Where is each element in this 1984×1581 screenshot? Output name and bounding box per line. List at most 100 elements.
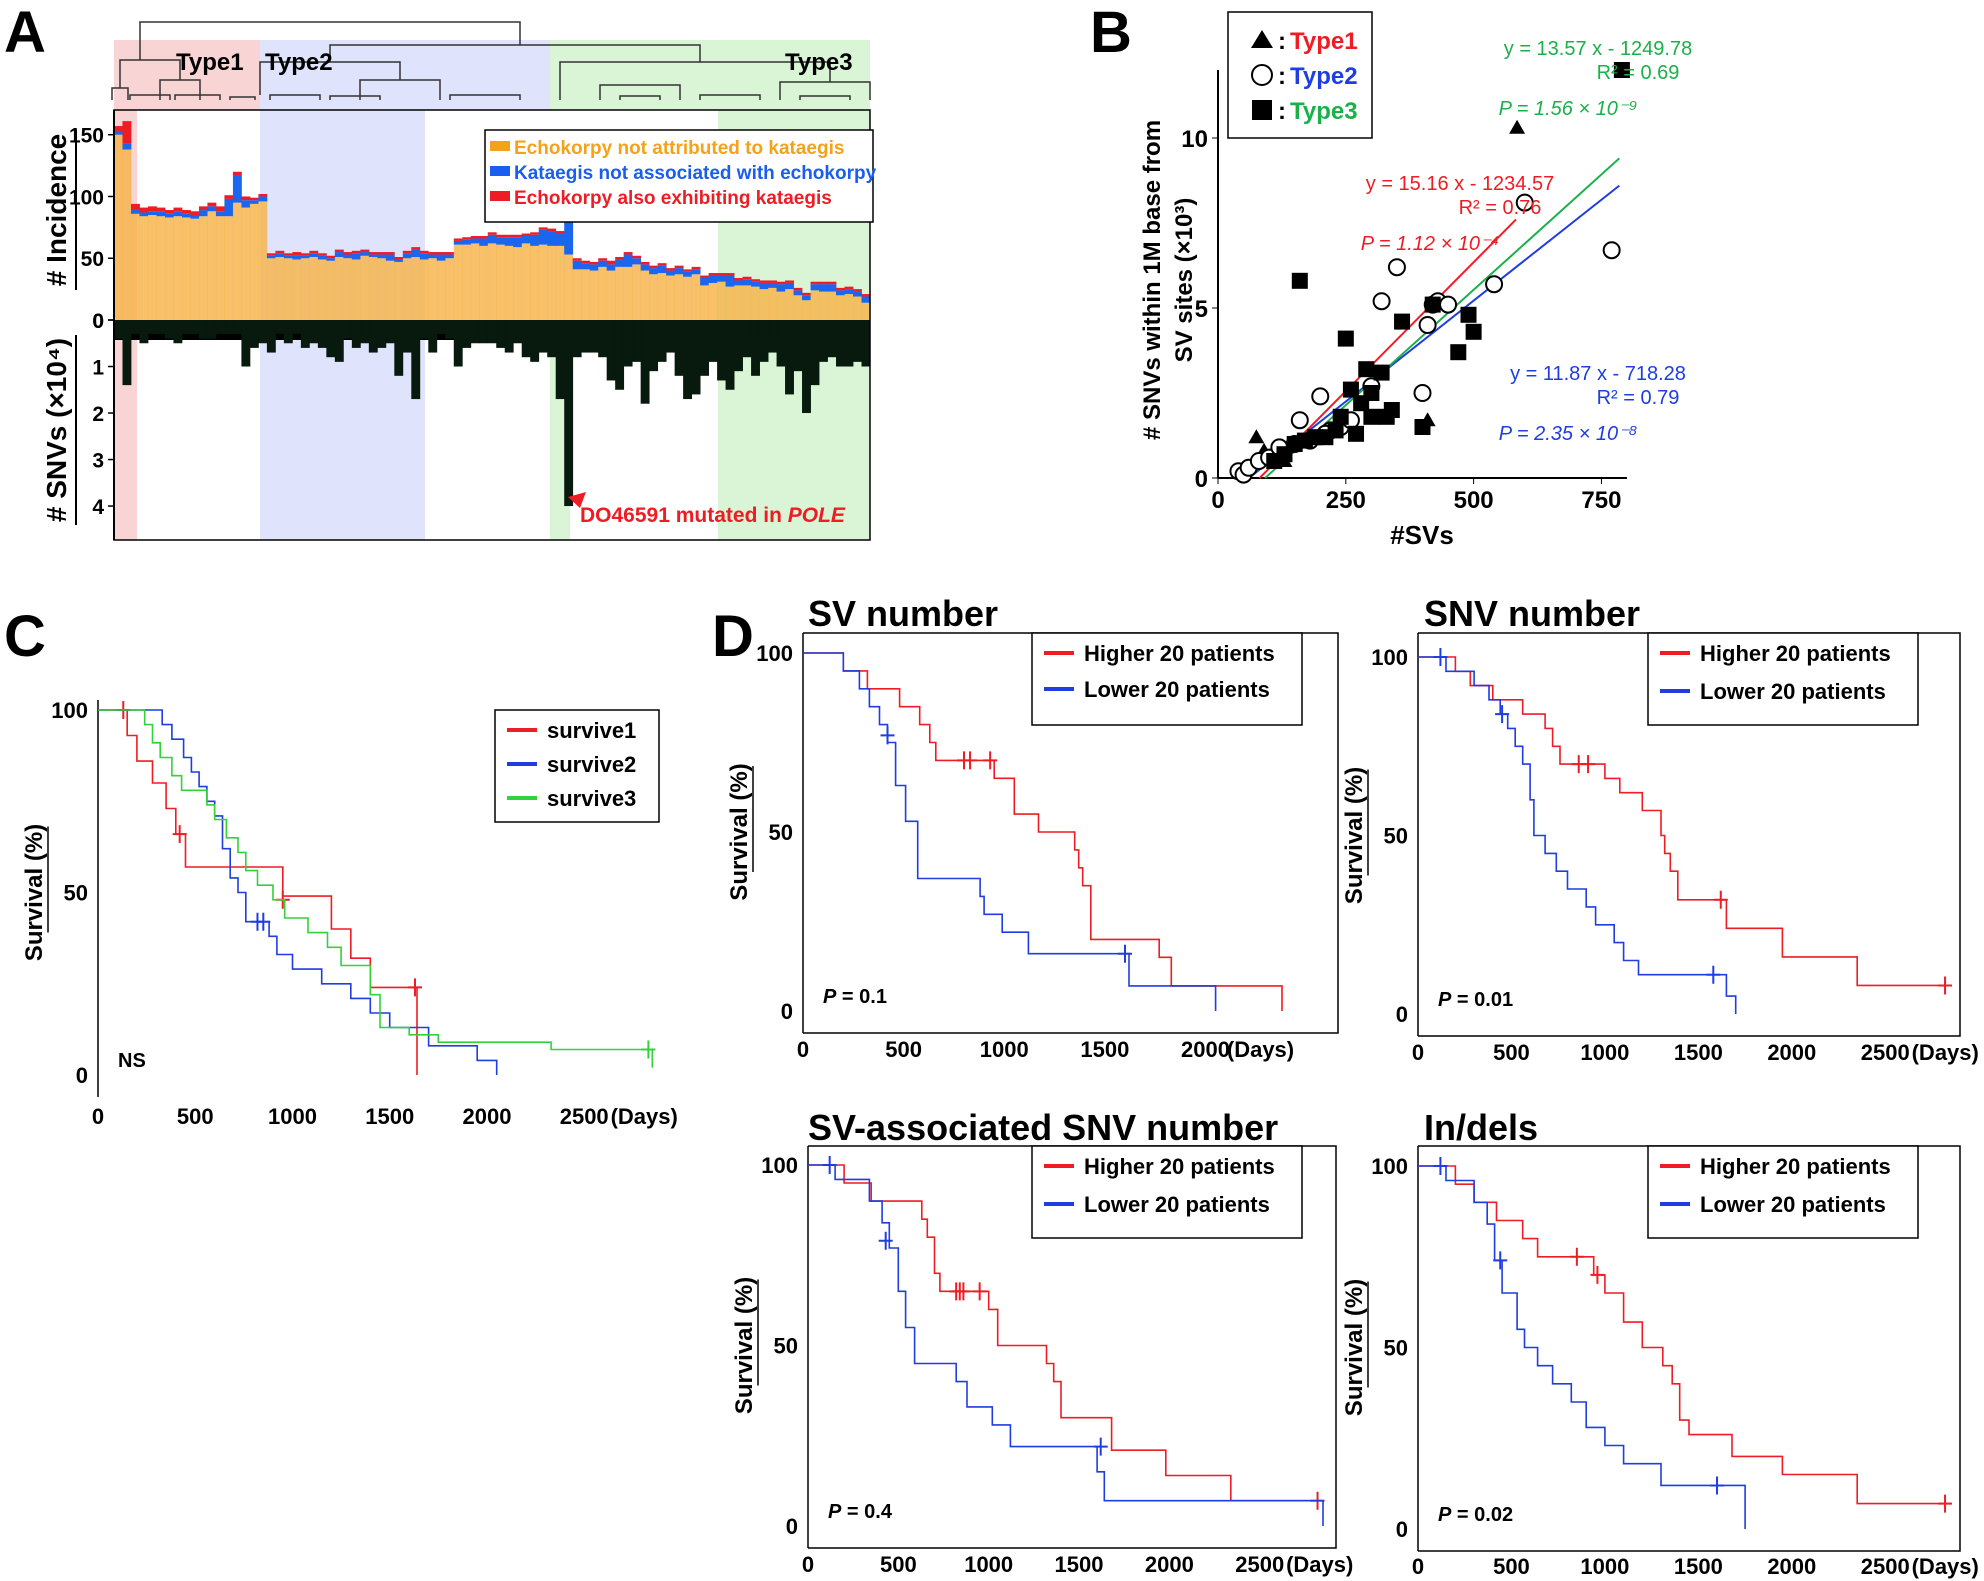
x-axis-label: #SVs xyxy=(1390,520,1454,550)
incidence-bar-echokorpy xyxy=(334,257,344,320)
y-tick-label: 0 xyxy=(1396,1517,1408,1542)
incidence-bar-both xyxy=(411,247,421,250)
incidence-bar-kataegis xyxy=(275,253,285,257)
incidence-bar-kataegis xyxy=(802,295,811,301)
x-tick-label: 0 xyxy=(797,1037,809,1062)
incidence-bar-kataegis xyxy=(572,260,582,270)
survival-curve xyxy=(1418,656,1737,1014)
x-axis-label: (Days) xyxy=(1912,1554,1979,1579)
type3-point xyxy=(1291,272,1308,289)
incidence-bar-both xyxy=(572,258,582,261)
incidence-bar-both xyxy=(198,206,208,211)
snv-bar xyxy=(725,320,735,390)
cluster-label-type2: Type2 xyxy=(265,49,333,76)
incidence-bar-echokorpy xyxy=(402,258,412,320)
incidence-bar-both xyxy=(513,234,523,238)
y-tick-label: 50 xyxy=(64,881,88,906)
incidence-bar-echokorpy xyxy=(674,274,684,320)
incidence-bar-echokorpy xyxy=(283,258,293,320)
incidence-bar-kataegis xyxy=(547,231,557,246)
survival-plot-c: 0 500 1000 1500 2000 2500 (Days) 0 50 100 Survival… xyxy=(21,698,678,1129)
incidence-bar-kataegis xyxy=(164,213,174,218)
lower-y-tick-label: 2 xyxy=(92,403,104,426)
censor-mark xyxy=(956,1282,971,1301)
incidence-bar-both xyxy=(623,252,633,255)
incidence-bar-echokorpy xyxy=(606,270,616,320)
incidence-bar-echokorpy xyxy=(292,259,302,320)
incidence-bar-both xyxy=(538,227,548,230)
snv-bar xyxy=(351,320,361,348)
scatter-plot: 0 250 500 750 0 5 10 #SVs # SNVs within 1M base … xyxy=(1139,11,1692,550)
legend-marker-triangle xyxy=(1251,30,1273,48)
incidence-bar-kataegis xyxy=(207,206,217,212)
incidence-bar-both xyxy=(181,210,191,214)
snv-bar xyxy=(224,320,234,334)
incidence-bar-echokorpy xyxy=(428,258,438,320)
y-axis-label-line1: # SNVs within 1M base from xyxy=(1139,120,1166,440)
incidence-bar-both xyxy=(453,238,463,241)
snv-bar xyxy=(768,320,777,353)
snv-bar xyxy=(504,320,514,353)
p-value: = 0.4 xyxy=(841,1501,892,1523)
incidence-bar-kataegis xyxy=(326,258,336,261)
incidence-bar-both xyxy=(700,275,710,278)
incidence-bar-both xyxy=(547,228,557,232)
incidence-bar-echokorpy xyxy=(190,218,200,320)
snv-bars xyxy=(114,320,871,507)
incidence-bar-echokorpy xyxy=(793,295,803,320)
x-axis-label: (Days) xyxy=(1912,1040,1979,1065)
type1-point xyxy=(1509,119,1526,134)
snv-bar xyxy=(819,320,828,362)
snv-bar xyxy=(776,320,786,367)
panel-label-b: B xyxy=(1090,0,1132,65)
incidence-bar-kataegis xyxy=(598,260,608,267)
x-tick-label: 0 xyxy=(1412,1554,1424,1579)
incidence-bar-echokorpy xyxy=(632,264,642,320)
incidence-bar-kataegis xyxy=(649,268,659,275)
x-axis-label: (Days) xyxy=(1227,1037,1294,1062)
censor-mark xyxy=(1590,1265,1605,1284)
incidence-bar-echokorpy xyxy=(309,257,319,320)
incidence-bar-echokorpy xyxy=(836,295,845,320)
fit-r-squared: R² = 0.69 xyxy=(1597,62,1680,84)
incidence-bar-both xyxy=(436,252,446,255)
incidence-bar-both xyxy=(649,265,659,269)
snv-bar xyxy=(785,320,794,395)
censor-mark xyxy=(878,1231,893,1250)
fit-r-squared: R² = 0.76 xyxy=(1459,197,1542,219)
incidence-bar-kataegis xyxy=(334,252,344,257)
legend-label: Echokorpy not attributed to kataegis xyxy=(514,138,844,159)
x-tick-label: 2500 xyxy=(1861,1554,1910,1579)
incidence-bar-kataegis xyxy=(734,280,743,286)
x-tick-label: 1000 xyxy=(1580,1554,1629,1579)
snv-bar xyxy=(130,320,140,334)
p-symbol: P xyxy=(828,1501,842,1523)
survival-curve xyxy=(803,652,1283,1011)
type3-point xyxy=(1460,306,1477,323)
type2-point xyxy=(1413,384,1432,402)
type1-cluster-band-top xyxy=(137,40,260,110)
incidence-bar-kataegis xyxy=(615,259,625,267)
x-tick-label: 1500 xyxy=(1055,1552,1104,1577)
incidence-bar-both xyxy=(309,250,319,254)
fit-p-value: P = 1.12 × 10⁻⁴ xyxy=(1361,233,1500,255)
incidence-bar-echokorpy xyxy=(317,259,327,320)
type3-point xyxy=(1414,419,1431,435)
incidence-bar-both xyxy=(776,281,786,285)
incidence-bar-both xyxy=(470,236,480,239)
incidence-bar-kataegis xyxy=(258,196,268,202)
incidence-bar-both xyxy=(827,281,837,285)
incidence-bar-echokorpy xyxy=(275,257,285,320)
censor-mark xyxy=(1495,705,1510,724)
legend-label: Lower 20 patients xyxy=(1084,677,1270,702)
snv-bar xyxy=(496,320,506,348)
snv-bar xyxy=(122,320,132,386)
x-tick-label: 1500 xyxy=(365,1104,414,1129)
type3-point xyxy=(1373,364,1390,381)
snv-bar xyxy=(156,320,166,334)
incidence-bar-both xyxy=(147,206,157,212)
censor-mark xyxy=(1093,1437,1108,1456)
type2-point xyxy=(1311,387,1330,406)
pole-arrow-icon xyxy=(568,492,586,508)
legend-colon: : xyxy=(1278,28,1286,55)
